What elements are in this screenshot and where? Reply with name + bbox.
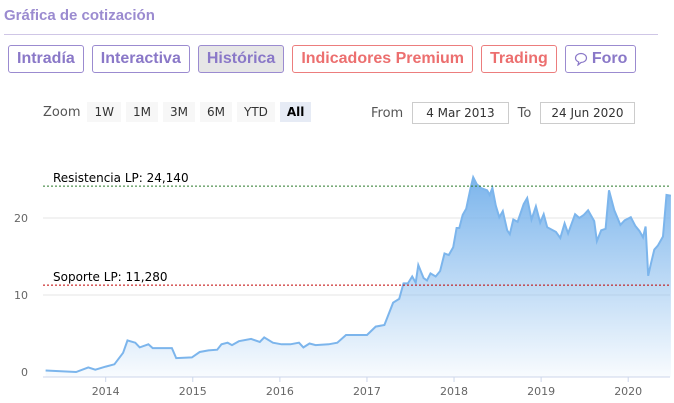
- chat-bubble-icon: [574, 52, 587, 66]
- price-line: [45, 174, 672, 374]
- tab-historica[interactable]: Histórica: [197, 45, 285, 73]
- y-tick-label: 20: [14, 212, 28, 225]
- chart-tabs: Intradía Interactiva Histórica Indicador…: [8, 45, 637, 73]
- tab-label: Trading: [490, 50, 548, 67]
- section-title: Gráfica de cotización: [4, 7, 155, 24]
- x-tick-label: 2020: [614, 385, 642, 398]
- resistance-label: Resistencia LP: 24,140: [53, 171, 189, 185]
- zoom-label: Zoom: [43, 104, 81, 120]
- x-tick-label: 2017: [353, 385, 381, 398]
- tab-interactiva[interactable]: Interactiva: [91, 45, 190, 73]
- from-label: From: [371, 105, 404, 121]
- tab-label: Foro: [591, 50, 628, 67]
- divider: [4, 34, 658, 35]
- y-tick-label: 10: [14, 289, 28, 302]
- tab-label: Indicadores Premium: [301, 50, 465, 67]
- tab-label: Histórica: [206, 50, 276, 67]
- zoom-selector: Zoom 1W 1M 3M 6M YTD All: [43, 102, 312, 122]
- to-date-input[interactable]: 24 Jun 2020: [540, 102, 635, 124]
- y-tick-label: 0: [21, 366, 28, 379]
- x-tick-label: 2014: [92, 385, 120, 398]
- zoom-6m-button[interactable]: 6M: [199, 102, 232, 122]
- tab-trading[interactable]: Trading: [481, 45, 557, 73]
- tab-label: Intradía: [17, 50, 75, 67]
- tab-foro[interactable]: Foro: [564, 45, 637, 73]
- x-tick-label: 2019: [527, 385, 555, 398]
- price-area: [45, 177, 671, 377]
- zoom-all-button[interactable]: All: [279, 102, 312, 122]
- zoom-3m-button[interactable]: 3M: [162, 102, 195, 122]
- x-tick-label: 2015: [179, 385, 207, 398]
- zoom-ytd-button[interactable]: YTD: [236, 102, 275, 122]
- tab-label: Interactiva: [100, 50, 181, 67]
- x-tick-label: 2016: [266, 385, 294, 398]
- zoom-1m-button[interactable]: 1M: [125, 102, 158, 122]
- tab-intradia[interactable]: Intradía: [8, 45, 84, 73]
- zoom-1w-button[interactable]: 1W: [87, 102, 121, 122]
- to-label: To: [517, 105, 532, 121]
- tab-indicadores-premium[interactable]: Indicadores Premium: [292, 45, 474, 73]
- date-range: From 4 Mar 2013 To 24 Jun 2020: [371, 102, 644, 124]
- x-tick-label: 2018: [440, 385, 468, 398]
- support-label: Soporte LP: 11,280: [53, 270, 168, 284]
- from-date-input[interactable]: 4 Mar 2013: [412, 102, 509, 124]
